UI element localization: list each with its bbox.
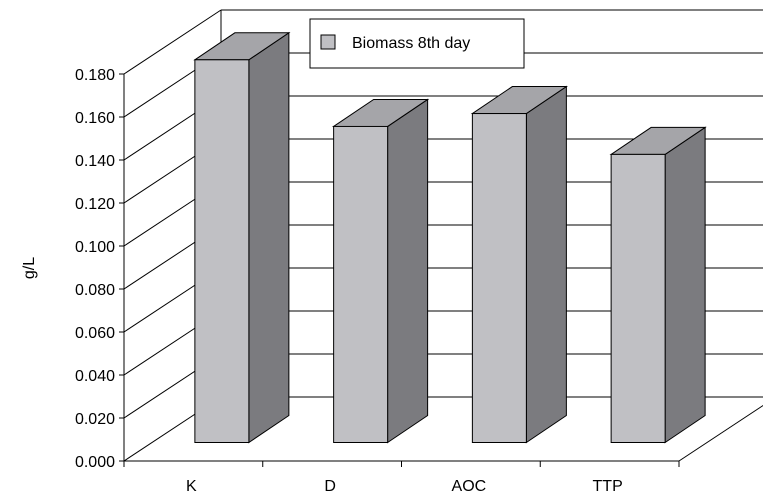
- y-tick-label: 0.000: [75, 454, 115, 471]
- bar: [470, 85, 569, 444]
- y-tick-label: 0.160: [75, 110, 115, 127]
- bar-front-face: [471, 113, 527, 444]
- bars: [193, 31, 707, 444]
- y-ticks: 0.000 0.020 0.040 0.060 0.080 0.100 0.120 0.140…: [75, 67, 124, 471]
- x-category-label: K: [186, 478, 197, 495]
- floor-right-edge: [678, 404, 763, 462]
- x-category-label: TTP: [593, 478, 623, 495]
- axes: [123, 74, 680, 467]
- y-tick-label: 0.080: [75, 282, 115, 299]
- legend-series-label: Biomass 8th day: [352, 35, 470, 52]
- bar-front-face: [333, 125, 389, 443]
- y-tick-label: 0.140: [75, 153, 115, 170]
- y-tick-label: 0.040: [75, 368, 115, 385]
- bar: [331, 98, 430, 444]
- x-category-label: AOC: [452, 478, 487, 495]
- y-tick-label: 0.060: [75, 325, 115, 342]
- bar: [609, 126, 707, 444]
- legend: Biomass 8th day: [309, 18, 525, 69]
- bar-side-face: [664, 126, 706, 444]
- y-tick-label: 0.020: [75, 411, 115, 428]
- y-axis-label: g/L: [21, 257, 38, 279]
- gridline-side: [123, 9, 222, 75]
- bar-side-face: [248, 31, 290, 444]
- y-tick-label: 0.100: [75, 239, 115, 256]
- bar: [193, 31, 291, 444]
- bar-side-face: [525, 85, 567, 444]
- y-tick-label: 0.180: [75, 67, 115, 84]
- legend-box: [309, 18, 525, 69]
- bar-front-face: [610, 153, 666, 443]
- y-tick-label: 0.120: [75, 196, 115, 213]
- bar-side-face: [387, 98, 429, 444]
- legend-swatch: [320, 34, 336, 50]
- x-category-label: D: [324, 478, 336, 495]
- bar-front-face: [194, 59, 250, 444]
- x-category-labels: K D AOC TTP: [186, 478, 623, 495]
